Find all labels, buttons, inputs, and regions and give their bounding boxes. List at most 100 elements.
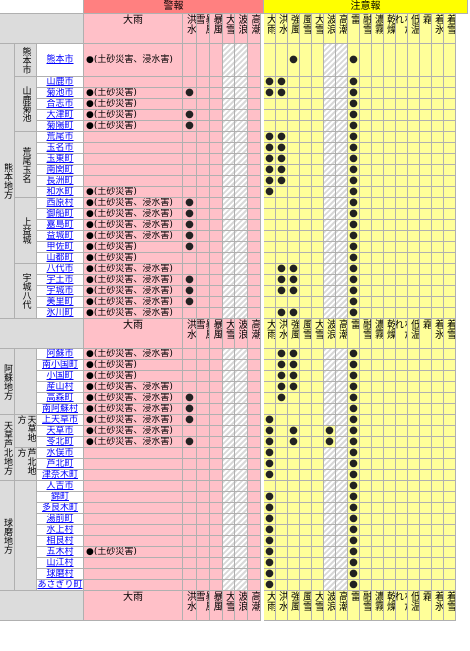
municipality-link[interactable]: 上天草市	[37, 415, 84, 426]
municipality-link[interactable]: 南小国町	[37, 360, 84, 371]
advisory-cell	[444, 308, 456, 319]
municipality-link[interactable]: 水俣市	[37, 448, 84, 459]
warning-cell	[223, 187, 235, 198]
municipality-link[interactable]: 八代市	[37, 264, 84, 275]
municipality-link[interactable]: 熊本市	[37, 44, 84, 77]
municipality-link[interactable]: 美里町	[37, 297, 84, 308]
advisory-cell: ●	[276, 360, 288, 371]
municipality-link[interactable]: 水上村	[37, 525, 84, 536]
municipality-link[interactable]: 小国町	[37, 371, 84, 382]
advisory-cell	[336, 580, 348, 591]
municipality-link[interactable]: 人吉市	[37, 481, 84, 492]
warning-cell	[197, 253, 210, 264]
municipality-link[interactable]: 苓北町	[37, 437, 84, 448]
advisory-cell	[288, 470, 300, 481]
municipality-link[interactable]: 津奈木町	[37, 470, 84, 481]
advisory-cell	[360, 143, 372, 154]
advisory-col-header: 大雪	[312, 591, 324, 621]
municipality-link[interactable]: 玉名市	[37, 143, 84, 154]
municipality-link[interactable]: 多良木町	[37, 503, 84, 514]
warning-group-header: 警報	[84, 0, 264, 14]
advisory-cell	[408, 198, 420, 209]
advisory-cell: ●	[348, 242, 360, 253]
municipality-link[interactable]: 和水町	[37, 187, 84, 198]
municipality-link[interactable]: 芦北町	[37, 459, 84, 470]
advisory-cell	[408, 264, 420, 275]
warning-cell	[210, 275, 223, 286]
warning-cell	[223, 264, 235, 275]
advisory-cell	[396, 558, 408, 569]
municipality-link[interactable]: 五木村	[37, 547, 84, 558]
advisory-col-header: 風雪	[300, 319, 312, 349]
advisory-cell	[408, 88, 420, 99]
advisory-cell	[396, 297, 408, 308]
advisory-cell: ●	[264, 525, 276, 536]
advisory-cell: ●	[348, 99, 360, 110]
warning-col-header: 洪水	[183, 14, 197, 44]
municipality-link[interactable]: 湯前町	[37, 514, 84, 525]
municipality-link[interactable]: 長洲町	[37, 176, 84, 187]
advisory-cell	[264, 349, 276, 360]
advisory-cell	[276, 536, 288, 547]
municipality-link[interactable]: 菊池市	[37, 88, 84, 99]
advisory-cell	[300, 132, 312, 143]
advisory-cell	[432, 547, 444, 558]
warning-note	[84, 492, 183, 503]
advisory-cell	[444, 132, 456, 143]
advisory-cell	[420, 448, 432, 459]
municipality-link[interactable]: 高森町	[37, 393, 84, 404]
municipality-link[interactable]: 御船町	[37, 209, 84, 220]
advisory-cell	[420, 242, 432, 253]
municipality-link[interactable]: 玉東町	[37, 154, 84, 165]
advisory-cell	[384, 231, 396, 242]
municipality-link[interactable]: 合志市	[37, 99, 84, 110]
warning-note: ●(土砂災害)	[84, 547, 183, 558]
municipality-link[interactable]: 山鹿市	[37, 77, 84, 88]
municipality-link[interactable]: 菊陽町	[37, 121, 84, 132]
advisory-cell	[432, 198, 444, 209]
municipality-link[interactable]: 南阿蘇村	[37, 404, 84, 415]
advisory-cell	[420, 44, 432, 77]
municipality-link[interactable]: 南関町	[37, 165, 84, 176]
advisory-cell	[408, 44, 420, 77]
warning-cell	[235, 426, 248, 437]
municipality-link[interactable]: 相良村	[37, 536, 84, 547]
warning-cell	[210, 88, 223, 99]
municipality-link[interactable]: 益城町	[37, 231, 84, 242]
municipality-link[interactable]: 阿蘇市	[37, 349, 84, 360]
municipality-link[interactable]: 錦町	[37, 492, 84, 503]
advisory-cell	[288, 415, 300, 426]
municipality-link[interactable]: 天草市	[37, 426, 84, 437]
municipality-link[interactable]: 球磨村	[37, 569, 84, 580]
advisory-cell	[336, 209, 348, 220]
advisory-cell	[276, 492, 288, 503]
municipality-link[interactable]: 山都町	[37, 253, 84, 264]
municipality-link[interactable]: 宇城市	[37, 286, 84, 297]
advisory-cell	[420, 286, 432, 297]
municipality-link[interactable]: 大津町	[37, 110, 84, 121]
municipality-link[interactable]: 山江村	[37, 558, 84, 569]
municipality-link[interactable]: あさぎり町	[37, 580, 84, 591]
advisory-cell	[396, 121, 408, 132]
advisory-cell	[372, 44, 384, 77]
municipality-link[interactable]: 嘉島町	[37, 220, 84, 231]
municipality-link[interactable]: 西原村	[37, 198, 84, 209]
advisory-cell	[324, 404, 336, 415]
advisory-cell	[444, 580, 456, 591]
municipality-link[interactable]: 産山村	[37, 382, 84, 393]
municipality-link[interactable]: 氷川町	[37, 308, 84, 319]
advisory-cell: ●	[264, 187, 276, 198]
advisory-cell	[288, 88, 300, 99]
municipality-link[interactable]: 荒尾市	[37, 132, 84, 143]
advisory-cell	[432, 154, 444, 165]
advisory-cell	[384, 77, 396, 88]
advisory-cell	[312, 110, 324, 121]
advisory-cell	[300, 558, 312, 569]
warning-cell	[248, 569, 261, 580]
advisory-cell	[384, 264, 396, 275]
advisory-cell	[312, 448, 324, 459]
municipality-link[interactable]: 宇土市	[37, 275, 84, 286]
municipality-link[interactable]: 甲佐町	[37, 242, 84, 253]
warning-cell	[235, 99, 248, 110]
advisory-cell: ●	[348, 275, 360, 286]
